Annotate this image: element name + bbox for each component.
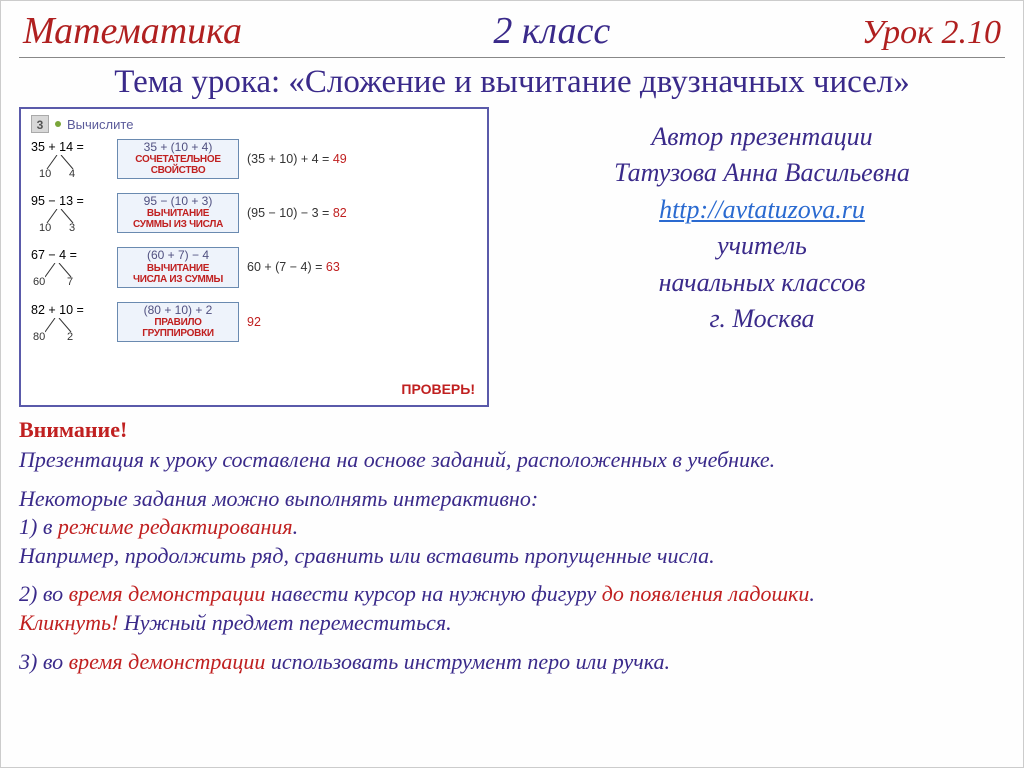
expression-left: 67 − 4 = 60 7	[31, 248, 109, 286]
author-city: г. Москва	[519, 301, 1005, 337]
worksheet-row: 67 − 4 = 60 7 (60 + 7) − 4 ВЫЧИТАНИЕ ЧИС…	[31, 247, 479, 287]
rule-box: (80 + 10) + 2 ПРАВИЛО ГРУППИРОВКИ	[117, 302, 239, 342]
subject-label: Математика	[23, 9, 242, 53]
expression-right: 60 + (7 − 4) = 63	[247, 260, 340, 274]
answer: 82	[333, 206, 347, 220]
answer: 92	[247, 315, 261, 329]
worksheet-row: 35 + 14 = 10 4 35 + (10 + 4) СОЧЕТАТЕЛЬН…	[31, 139, 479, 179]
worksheet-row: 82 + 10 = 80 2 (80 + 10) + 2 ПРАВИЛО ГРУ…	[31, 302, 479, 342]
split-lines-icon	[45, 318, 85, 334]
worksheet-panel: 3 Вычислите 35 + 14 = 10 4 35 + (10 + 4)…	[19, 107, 489, 407]
worksheet-header: 3 Вычислите	[31, 115, 479, 133]
slide: Математика 2 класс Урок 2.10 Тема урока:…	[1, 1, 1023, 767]
number-split: 10 4	[31, 156, 109, 178]
expression-right: (95 − 10) − 3 = 82	[247, 206, 347, 220]
rule-box: 95 − (10 + 3) ВЫЧИТАНИЕ СУММЫ ИЗ ЧИСЛА	[117, 193, 239, 233]
expression-right: 92	[247, 315, 261, 329]
task-number-badge: 3	[31, 115, 49, 133]
author-title: Автор презентации	[519, 119, 1005, 155]
note-paragraph: Некоторые задания можно выполнять интера…	[19, 485, 1005, 571]
grade-label: 2 класс	[493, 9, 610, 53]
attention-heading: Внимание!	[19, 417, 1005, 443]
bullet-icon	[55, 121, 61, 127]
expression-left: 82 + 10 = 80 2	[31, 303, 109, 341]
author-link[interactable]: http://avtatuzova.ru	[659, 195, 865, 224]
expression-right: (35 + 10) + 4 = 49	[247, 152, 347, 166]
author-role2: начальных классов	[519, 265, 1005, 301]
note-paragraph: 2) во время демонстрации навести курсор …	[19, 580, 1005, 637]
rule-box: 35 + (10 + 4) СОЧЕТАТЕЛЬНОЕ СВОЙСТВО	[117, 139, 239, 179]
answer: 63	[326, 260, 340, 274]
divider	[19, 57, 1005, 58]
header-row: Математика 2 класс Урок 2.10	[19, 9, 1005, 55]
worksheet-row: 95 − 13 = 10 3 95 − (10 + 3) ВЫЧИТАНИЕ С…	[31, 193, 479, 233]
note-paragraph: Презентация к уроку составлена на основе…	[19, 446, 1005, 475]
note-paragraph: 3) во время демонстрации использовать ин…	[19, 648, 1005, 677]
number-split: 80 2	[31, 319, 109, 341]
number-split: 10 3	[31, 210, 109, 232]
expression-left: 35 + 14 = 10 4	[31, 140, 109, 178]
number-split: 60 7	[31, 264, 109, 286]
author-block: Автор презентации Татузова Анна Васильев…	[519, 107, 1005, 337]
mid-section: 3 Вычислите 35 + 14 = 10 4 35 + (10 + 4)…	[19, 107, 1005, 407]
author-role: учитель	[519, 228, 1005, 264]
lesson-label: Урок 2.10	[862, 14, 1001, 52]
topic-title: Тема урока: «Сложение и вычитание двузна…	[19, 62, 1005, 107]
author-name: Татузова Анна Васильевна	[519, 155, 1005, 191]
expression-left: 95 − 13 = 10 3	[31, 194, 109, 232]
answer: 49	[333, 152, 347, 166]
worksheet-title: Вычислите	[67, 117, 133, 132]
check-label: ПРОВЕРЬ!	[401, 381, 475, 397]
rule-box: (60 + 7) − 4 ВЫЧИТАНИЕ ЧИСЛА ИЗ СУММЫ	[117, 247, 239, 287]
split-lines-icon	[45, 263, 85, 279]
